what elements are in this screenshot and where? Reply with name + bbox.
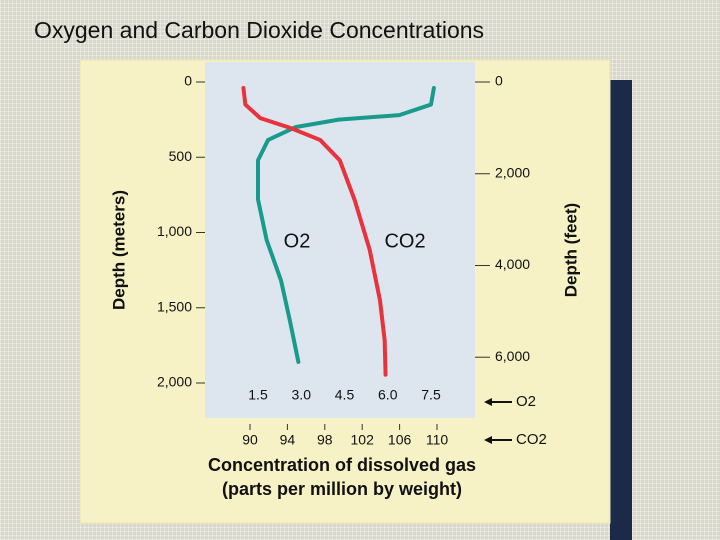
plot-area (205, 62, 475, 418)
y-tick-label: 1,500 (157, 298, 192, 314)
series-line (241, 86, 388, 377)
series-line (256, 86, 436, 364)
y-tick-label: 500 (169, 148, 193, 164)
x2-tick-label: 98 (317, 432, 333, 448)
y2-tick-label: 0 (495, 73, 503, 89)
axis-arrowhead (484, 436, 492, 444)
x-axis-label: (parts per million by weight) (222, 479, 462, 499)
x2-tick-label: 94 (280, 432, 296, 448)
y2-tick-label: 4,000 (495, 256, 530, 272)
y2-axis-label: Depth (feet) (561, 203, 580, 297)
axis-arrowhead (484, 398, 492, 406)
x2-tick-label: 110 (426, 432, 449, 448)
y-tick-label: 0 (184, 73, 192, 89)
series-label: O2 (284, 230, 311, 252)
card-shadow (610, 80, 632, 540)
x-tick-label: 4.5 (335, 387, 355, 403)
x2-tick-label: 90 (242, 432, 258, 448)
y2-tick-label: 6,000 (495, 348, 530, 364)
series-label: CO2 (384, 230, 425, 252)
x-tick-label: 7.5 (421, 387, 441, 403)
y-axis-label: Depth (meters) (109, 190, 128, 310)
x-axis-label: Concentration of dissolved gas (208, 455, 476, 475)
x2-tick-label: 106 (388, 432, 412, 448)
y2-tick-label: 2,000 (495, 164, 530, 180)
x-tick-label: 6.0 (378, 387, 398, 403)
x-tick-label: 3.0 (292, 387, 312, 403)
axis-series-label: O2 (516, 393, 536, 410)
x2-tick-label: 102 (351, 432, 375, 448)
chart-title: Oxygen and Carbon Dioxide Concentrations (34, 17, 484, 43)
y-tick-label: 2,000 (157, 374, 192, 390)
x-tick-label: 1.5 (248, 387, 268, 403)
y-tick-label: 1,000 (157, 223, 192, 239)
axis-series-label: CO2 (516, 431, 547, 448)
